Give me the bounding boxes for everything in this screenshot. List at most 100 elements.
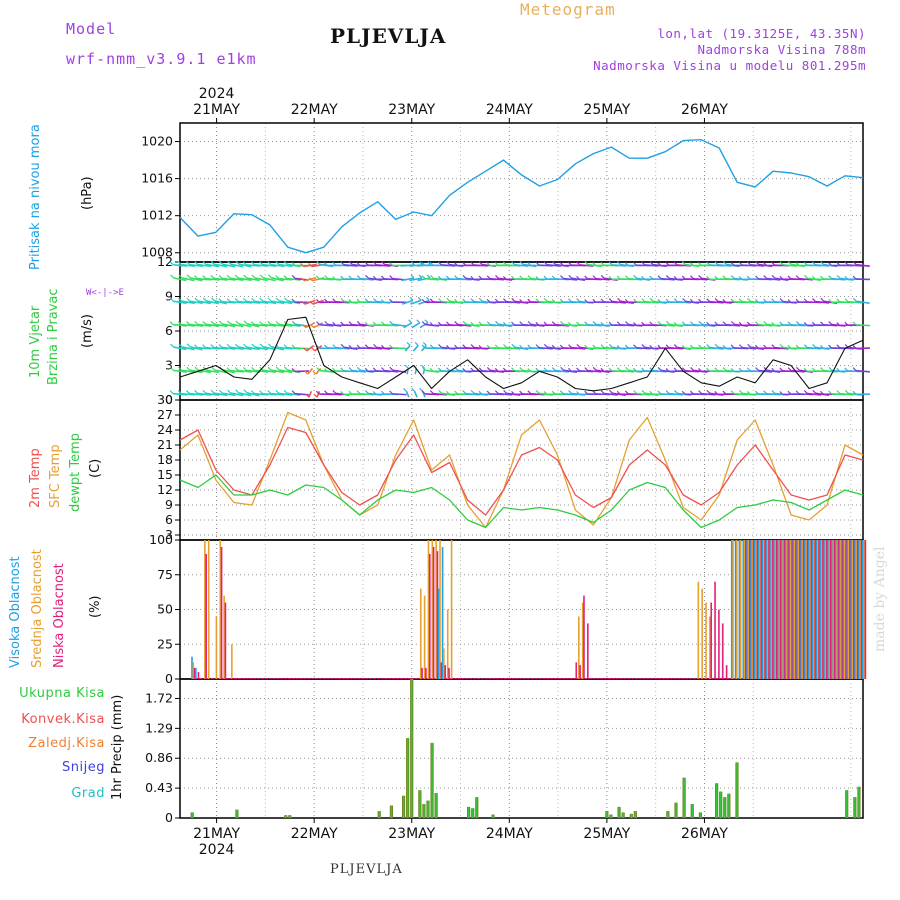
wind-barb-icon [787,261,792,265]
wind-barb-icon [820,275,824,280]
wind-barb-icon [502,276,507,280]
wind-barb-icon [612,300,626,304]
wind-barb-icon [657,262,662,267]
wind-barb-icon [527,275,532,279]
wind-barb-icon [796,366,800,371]
precip-bar-inner [427,800,429,818]
wind-barb-icon [340,343,345,348]
wind-barb-icon [486,275,491,280]
wind-barb-icon [243,297,247,302]
wind-barb-icon [202,366,207,371]
wind-barb-icon [356,262,361,266]
wind-barb-icon [381,275,385,280]
wind-barb-icon [758,369,773,373]
wind-barb-icon [755,275,759,280]
wind-barb-icon [197,392,212,396]
wind-barb-icon [624,298,629,303]
wind-barb-icon [437,275,442,280]
wind-barb-icon [844,321,849,326]
wind-barb-icon [408,319,413,324]
wind-barb-icon [194,297,199,302]
wind-barb-icon [771,298,776,303]
wind-barb-icon [429,367,434,372]
high-cloud-bar [441,546,444,679]
wind-barb-icon [722,344,727,349]
wind-barb-icon [360,277,374,281]
wind-barb-icon [820,321,824,326]
mid-cloud-bar [832,540,835,679]
mid-cloud-bar [793,540,796,679]
date-label-bottom: 26MAY [681,826,728,842]
mid-cloud-bar [786,540,788,679]
wind-barb-icon [608,298,613,302]
ytick-label: 25 [157,636,173,651]
wind-barb-icon [595,277,610,281]
wind-barb-icon [820,297,825,302]
wind-barb-icon [579,264,594,267]
wind-barb-icon [186,261,190,266]
high-cloud-bar [437,588,440,679]
wind-barb-icon [438,344,442,348]
wind-barb-icon [828,366,833,371]
wind-barb-icon [600,261,605,266]
low-cloud-bar [575,662,578,679]
low-cloud-bar [775,540,778,679]
wind-barb-icon [286,277,301,281]
wind-barb-icon [608,261,613,266]
wind-barb-icon [308,263,313,267]
wind-barb-icon [169,366,174,371]
panel-frame [179,678,864,819]
wind-barb-icon [791,369,805,373]
wind-barb-icon [433,392,448,396]
wind-barb-icon [690,275,694,280]
wind-barb-icon [324,344,328,349]
wind-barb-icon [284,366,288,371]
mid-cloud-bar [820,540,823,679]
wind-barb-icon [348,344,353,349]
wind-barb-icon [308,390,313,398]
wind-barb-icon [486,298,491,303]
wind-barb-icon [576,343,581,348]
low-cloud-bar [841,540,844,679]
wind-barb-icon [750,264,765,267]
high-cloud-bar [781,540,783,679]
wind-barb-icon [420,344,427,352]
wind-barb-icon [519,367,524,371]
wind-barb-icon [324,275,329,279]
wind-barb-icon [787,344,792,349]
ytick-label: 6 [165,512,173,527]
wind-barb-icon [649,297,654,302]
wind-barb-icon [421,321,426,325]
precip-bar-inner [492,814,494,818]
low-cloud-bar [860,540,863,679]
mid-cloud-bar [766,540,769,679]
year-label-bottom: 2024 [199,842,235,858]
mid-cloud-bar [817,540,819,679]
wind-barb-icon [259,297,264,302]
wind-barb-icon [706,261,711,266]
low-cloud-bar [748,540,751,679]
wind-barb-icon [812,261,816,266]
wind-barb-icon [844,261,849,266]
wind-barb-icon [300,263,304,267]
high-cloud-bar [746,540,748,679]
wind-barb-icon [576,261,581,266]
wind-barb-icon [422,342,427,346]
wind-barb-icon [828,262,833,267]
wind-barb-icon [304,370,309,375]
wind-barb-icon [665,298,670,303]
wind-barb-icon [254,346,268,351]
wind-barb-icon [551,390,556,395]
wind-barb-icon [403,387,407,392]
wind-barb-icon [197,300,211,305]
wind-barb-icon [519,344,524,349]
wind-barb-icon [852,345,857,349]
wind-barb-icon [340,391,345,395]
wind-barb-icon [234,298,239,302]
wind-barb-icon [242,367,247,371]
date-label-top: 22MAY [291,102,338,118]
wind-barb-icon [230,277,244,282]
wind-barb-icon [722,321,727,326]
wind-barb-icon [689,390,694,395]
wind-barb-icon [275,297,280,302]
